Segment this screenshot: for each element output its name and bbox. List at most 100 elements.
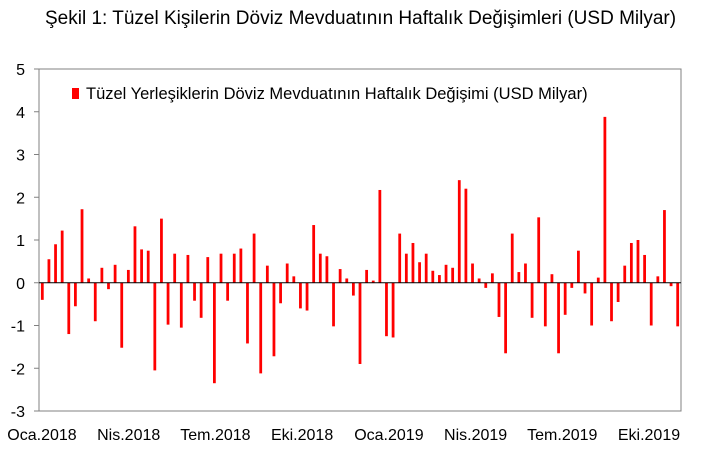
bar [623, 265, 627, 283]
bar [656, 276, 660, 283]
x-axis: Oca.2018 Nis.2018 Tem.2018 Eki.2018 Oca.2019… [7, 427, 680, 444]
y-tick-label: 2 [16, 190, 25, 207]
bar [279, 282, 282, 304]
y-tick-label: 4 [16, 105, 25, 122]
bar [477, 278, 481, 283]
bar [603, 116, 607, 283]
bar [371, 280, 375, 283]
bar [213, 282, 216, 384]
bar [232, 253, 236, 283]
bar [54, 244, 57, 283]
bar [186, 254, 190, 283]
bar [47, 259, 51, 283]
bar [543, 282, 547, 327]
bar [160, 218, 163, 283]
bar [596, 277, 600, 283]
bar [643, 254, 646, 283]
bar [411, 242, 415, 283]
y-tick-label: 1 [16, 233, 25, 250]
bar [153, 282, 157, 371]
y-tick-label: -1 [11, 319, 25, 336]
bar [259, 282, 263, 374]
x-tick-label: Oca.2018 [7, 427, 76, 444]
bar [530, 282, 534, 318]
bar [206, 257, 210, 283]
bar [312, 225, 316, 283]
bar [577, 250, 580, 283]
bar [272, 282, 276, 357]
bar [285, 263, 289, 283]
bar [74, 282, 77, 307]
x-tick-label: Nis.2018 [97, 427, 160, 444]
bar [431, 270, 435, 283]
bar [179, 282, 183, 328]
legend-label: Tüzel Yerleşiklerin Döviz Mevduatının Ha… [86, 85, 588, 103]
bar [113, 264, 117, 283]
bar [537, 217, 541, 283]
bar [40, 282, 44, 300]
bar [100, 267, 104, 283]
bar [146, 250, 150, 283]
chart-title: Şekil 1: Tüzel Kişilerin Döviz Mevduatın… [45, 8, 677, 29]
bar [133, 226, 137, 283]
bar [398, 233, 402, 283]
bar [120, 282, 124, 348]
bar [385, 282, 388, 337]
bar [299, 282, 302, 309]
bar [550, 274, 554, 283]
bar [636, 240, 640, 283]
bar [649, 282, 653, 326]
bar [365, 269, 369, 283]
x-tick-label: Tem.2019 [527, 427, 597, 444]
bar [87, 278, 91, 283]
bar [457, 180, 461, 283]
bar [524, 263, 527, 283]
bar [557, 282, 560, 354]
bar [140, 249, 143, 283]
x-tick-label: Oca.2019 [354, 427, 423, 444]
bar [80, 209, 84, 283]
bar [497, 282, 501, 317]
bar [67, 282, 71, 335]
bar [345, 278, 349, 283]
bar [166, 282, 170, 325]
y-tick-label: 3 [16, 148, 25, 165]
bar [318, 253, 322, 283]
y-axis: -3 -2 -1 0 1 2 3 4 5 [11, 62, 39, 421]
x-tick-label: Tem.2018 [180, 427, 250, 444]
bar [629, 242, 633, 283]
x-tick-label: Eki.2019 [618, 427, 680, 444]
bar-series [40, 116, 680, 384]
bar [107, 282, 110, 290]
bar [252, 233, 256, 283]
bar [563, 282, 567, 315]
bar [504, 282, 507, 354]
y-tick-label: -3 [11, 404, 25, 421]
bar [378, 189, 382, 283]
y-tick-label: 5 [16, 62, 25, 79]
bar [418, 262, 421, 283]
bar [610, 282, 613, 322]
bar [338, 269, 342, 283]
bar [616, 282, 620, 302]
bar [60, 230, 64, 283]
bar [226, 282, 230, 301]
y-tick-label: 0 [16, 276, 25, 293]
bar [590, 282, 594, 326]
legend-swatch [72, 88, 79, 99]
legend: Tüzel Yerleşiklerin Döviz Mevduatının Ha… [72, 85, 588, 103]
bar [239, 248, 243, 283]
bar [517, 272, 521, 283]
bar [126, 269, 130, 283]
bar [438, 275, 441, 283]
bar [404, 253, 408, 283]
bar [471, 263, 474, 283]
bar [351, 282, 355, 296]
bar [424, 253, 428, 283]
bar [358, 282, 362, 364]
bar [391, 282, 395, 338]
bar [676, 282, 680, 327]
bar [583, 282, 587, 294]
bar [305, 282, 309, 311]
